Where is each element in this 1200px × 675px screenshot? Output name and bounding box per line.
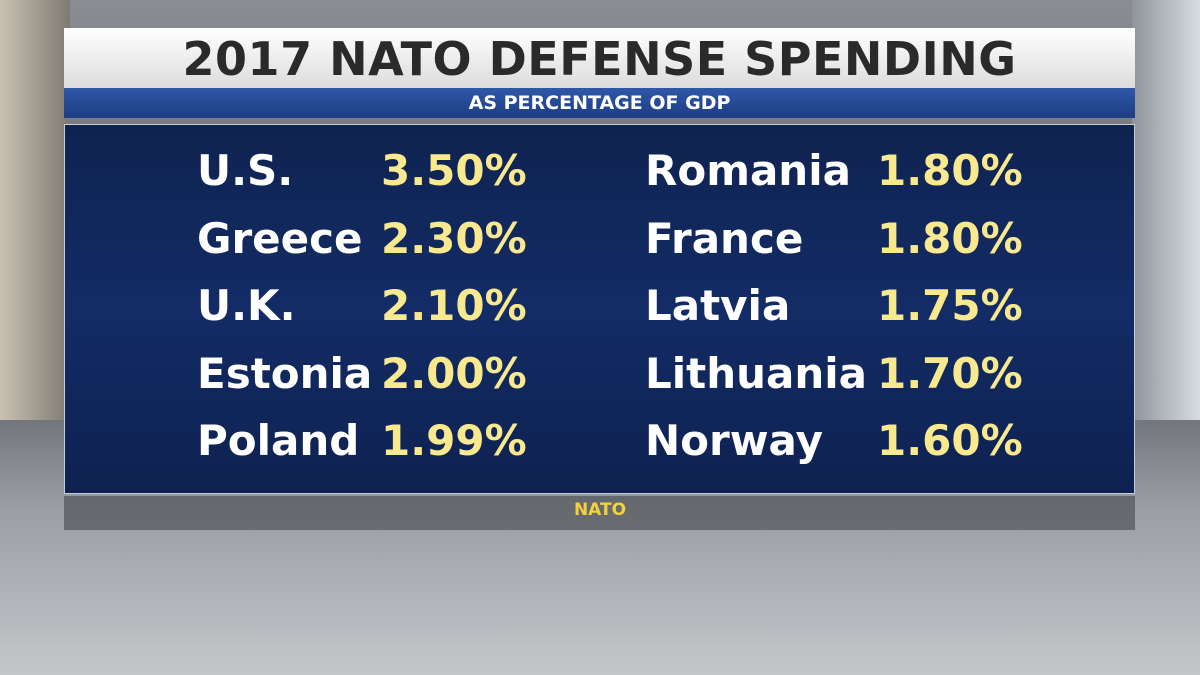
spending-value: 1.70% [877, 348, 1023, 398]
country-name: U.S. [197, 146, 294, 195]
title: 2017 NATO DEFENSE SPENDING [64, 28, 1135, 88]
country-name: Estonia [197, 348, 373, 398]
country-name: U.K. [197, 281, 296, 330]
country-name: France [645, 213, 804, 263]
spending-value: 1.99% [381, 416, 527, 465]
spending-value: 1.75% [877, 281, 1023, 330]
spending-value: 3.50% [381, 146, 527, 195]
spending-value: 2.00% [381, 348, 527, 398]
background-building [1132, 0, 1200, 420]
spending-value: 2.10% [381, 281, 527, 330]
spending-value: 2.30% [381, 213, 527, 263]
country-name: Lithuania [645, 348, 868, 398]
table-panel: U.S. 3.50% Greece 2.30% U.K. 2.10% Estonia 2.00… [64, 124, 1135, 494]
country-name: Norway [645, 416, 823, 465]
spending-value: 1.60% [877, 416, 1023, 465]
country-name: Greece [197, 213, 363, 263]
spending-value: 1.80% [877, 213, 1023, 263]
subtitle: AS PERCENTAGE OF GDP [64, 88, 1135, 118]
background-building [0, 0, 70, 420]
country-name: Poland [197, 416, 360, 465]
source-bar [64, 496, 1135, 530]
source: NATO [573, 500, 627, 520]
country-name: Romania [645, 146, 851, 195]
spending-value: 1.80% [877, 146, 1023, 195]
country-name: Latvia [645, 281, 791, 330]
